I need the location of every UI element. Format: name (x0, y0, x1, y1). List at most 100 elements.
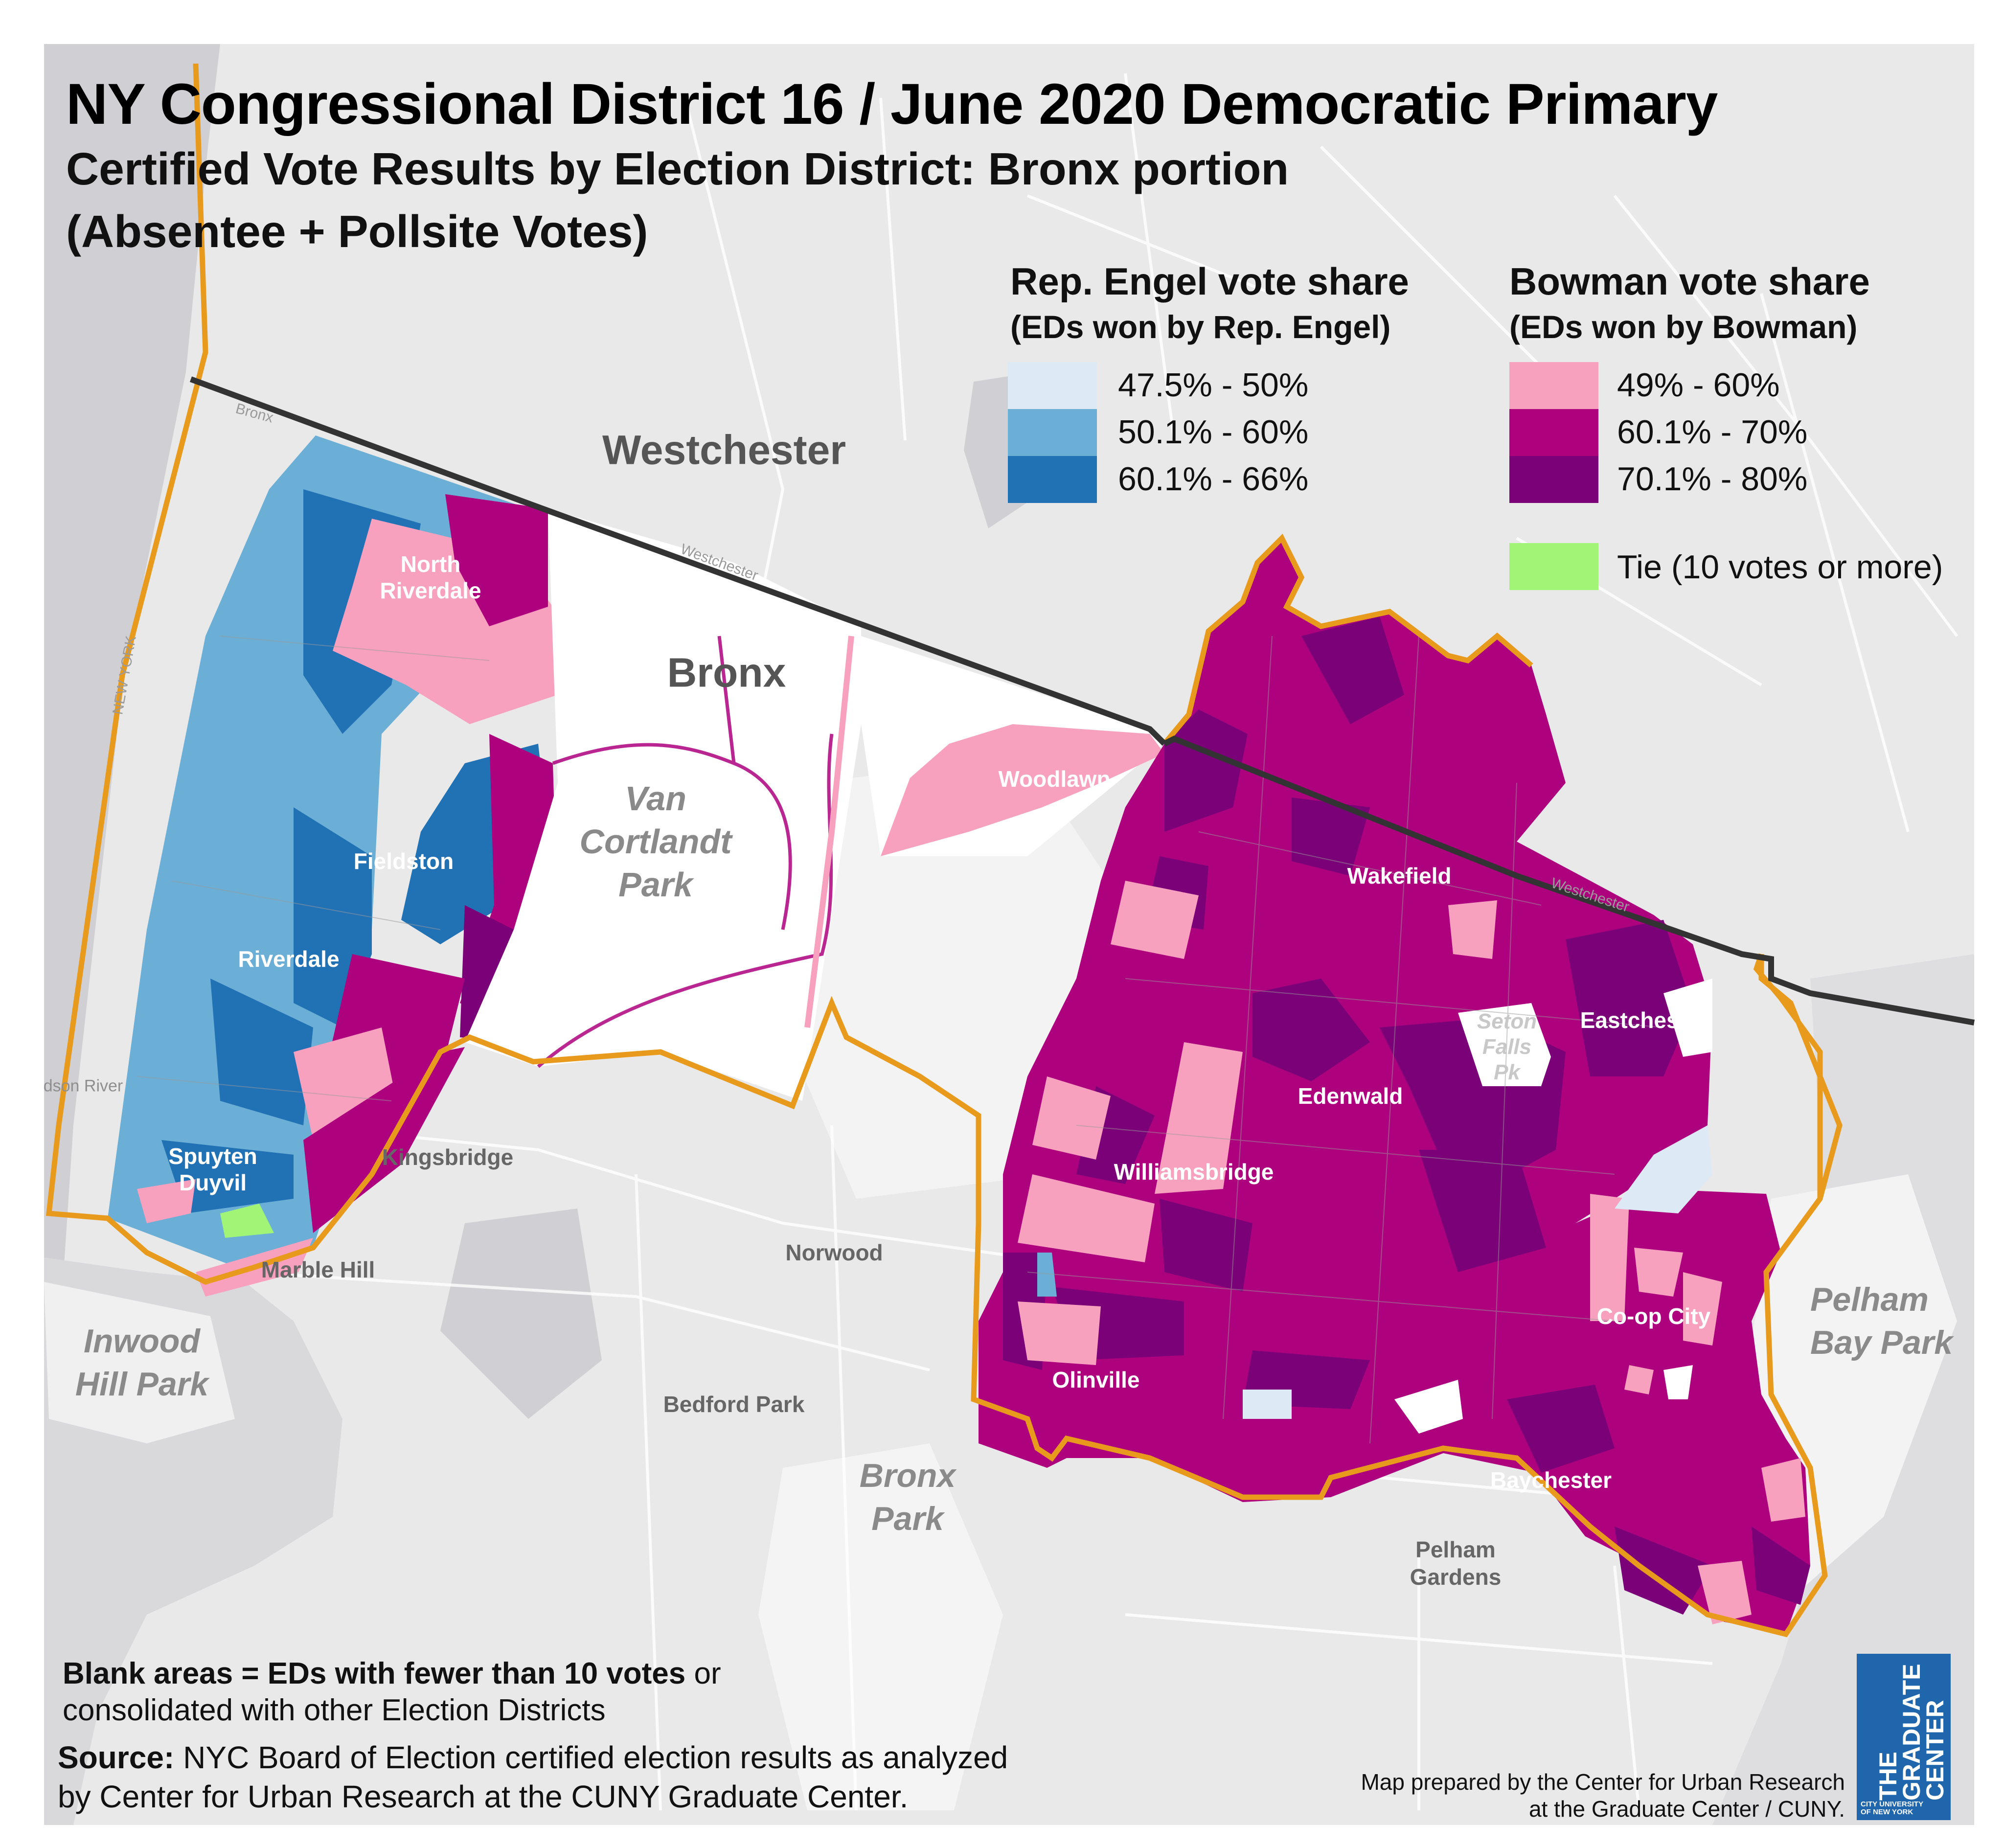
logo-line-1: THE (1874, 1752, 1902, 1801)
ed-bowman-high (1615, 1527, 1712, 1615)
ed-engel-low (1243, 1390, 1292, 1419)
legend-swatch-bowman-high (1509, 456, 1598, 503)
neighborhood-label-wakefield: Wakefield (1347, 863, 1452, 889)
neighborhood-label-marble-hill: Marble Hill (261, 1257, 375, 1282)
map-subtitle-2: (Absentee + Pollsite Votes) (66, 206, 648, 257)
hudson-river (44, 44, 220, 1360)
ed-bowman-low (137, 1179, 196, 1223)
legend-bowman-subtitle: (EDs won by Bowman) (1509, 309, 1858, 345)
map-subtitle-1: Certified Vote Results by Election Distr… (66, 143, 1289, 194)
ed-engel-mid (1037, 1253, 1057, 1297)
neighborhood-label-olinville: Olinville (1052, 1367, 1140, 1392)
ed-bowman-mid (445, 494, 548, 626)
district-boundary (46, 63, 1843, 1638)
footnote-rest: or (685, 1657, 721, 1690)
footnote-line-2: consolidated with other Election Distric… (63, 1693, 606, 1727)
blank-ed-area (1663, 1365, 1693, 1399)
legend-label: 47.5% - 50% (1118, 366, 1309, 404)
reservoir (440, 1209, 602, 1419)
legend-engel-subtitle: (EDs won by Rep. Engel) (1010, 309, 1391, 345)
legend-swatch-engel-high (1008, 456, 1097, 503)
legend-label: 49% - 60% (1617, 366, 1780, 404)
neighborhood-label-baychester: Baychester (1490, 1467, 1612, 1493)
ed-bowman-high (1507, 1385, 1615, 1473)
ed-bowman-low (1448, 900, 1497, 959)
county-line (189, 376, 1975, 1026)
ed-bowman-low (1634, 1248, 1683, 1297)
neighborhood-label-co-op-city: Co-op City (1596, 1303, 1711, 1329)
bronx-park-area (758, 1443, 1003, 1810)
neighborhood-label-eastchester: Eastchester (1580, 1007, 1708, 1033)
district-boundary-east (1753, 953, 1823, 1199)
park-label-inwood-hill: Inwood Hill Park (75, 1323, 209, 1403)
ed-bowman-low (1018, 1301, 1101, 1365)
ed-bowman-low (1683, 1272, 1722, 1346)
neighborhood-label-williamsbridge: Williamsbridge (1114, 1159, 1274, 1185)
park-label-pelham-bay: Pelham Bay Park (1810, 1281, 1953, 1361)
legend-swatch-bowman-mid (1509, 409, 1598, 456)
seton-falls-park-area (1458, 1003, 1551, 1086)
neighborhood-label-woodlawn: Woodlawn (998, 766, 1111, 792)
neighborhood-label-pelham-gardens: Pelham Gardens (1410, 1537, 1502, 1590)
water-label-hudson-river: dson River (43, 1076, 123, 1095)
region-label-bronx: Bronx (667, 649, 786, 696)
neighborhood-label-kingsbridge: Kingsbridge (382, 1144, 514, 1170)
logo-line-2: GRADUATE (1898, 1664, 1925, 1801)
neighborhood-label-riverdale: Riverdale (238, 946, 340, 972)
ed-bowman-low (1624, 1365, 1654, 1394)
ed-bowman-low (1032, 1076, 1111, 1160)
logo-line-3: CENTER (1921, 1700, 1949, 1801)
legend-swatch-tie (1509, 543, 1598, 590)
source-text: NYC Board of Election certified election… (174, 1740, 1008, 1775)
map-title: NY Congressional District 16 / June 2020… (66, 72, 1718, 137)
van-cortlandt-park-area (465, 509, 861, 1101)
ed-engel-high (210, 979, 313, 1125)
ed-bowman-low (1590, 1194, 1629, 1321)
ed-tie (220, 1204, 274, 1238)
neighborhood-label-spuyten-duyvil: Spuyten Duyvil (168, 1143, 257, 1195)
ed-bowman-low (881, 724, 1164, 856)
ed-bowman-low (1155, 1042, 1243, 1194)
legend-label: 70.1% - 80% (1617, 460, 1808, 498)
legend-bowman-title: Bowman vote share (1509, 260, 1870, 303)
footnote-bold: Blank areas = EDs with fewer than 10 vot… (63, 1657, 686, 1690)
source-label: Source: (58, 1740, 175, 1775)
inwood-park-area (44, 1282, 235, 1443)
logo-wordmark: THE GRADUATE CENTER (1874, 1664, 1949, 1801)
ed-bowman-high (1252, 979, 1370, 1081)
legend-engel-title: Rep. Engel vote share (1010, 260, 1409, 303)
park-label-seton-falls: Seton Falls Pk (1477, 1009, 1537, 1084)
logo-small-1: CITY UNIVERSITY (1861, 1800, 1924, 1808)
park-label-bronx-park: Bronx Park (859, 1457, 956, 1537)
legend-swatch-engel-mid (1008, 409, 1097, 456)
legend-swatch-engel-low (1008, 362, 1097, 409)
ed-bowman-high (1301, 616, 1404, 724)
ed-bowman-high (1164, 709, 1248, 832)
legend-label-tie: Tie (10 votes or more) (1617, 548, 1943, 586)
district-boundary-north (1162, 533, 1533, 746)
legend-label: 50.1% - 60% (1118, 413, 1309, 451)
neighborhood-label-edenwald: Edenwald (1298, 1083, 1403, 1109)
logo-small-2: OF NEW YORK (1861, 1808, 1913, 1816)
blank-ed-area (1663, 979, 1712, 1057)
park-label-van-cortlandt: Van Cortlandt Park (579, 779, 732, 904)
ed-bowman-low (1698, 1561, 1752, 1624)
blank-ed-area (1394, 1380, 1463, 1434)
credit-line-1: Map prepared by the Center for Urban Res… (1361, 1769, 1845, 1795)
footnote-line-1: Blank areas = EDs with fewer than 10 vot… (63, 1656, 721, 1691)
legend-label: 60.1% - 66% (1118, 460, 1309, 498)
region-label-westchester: Westchester (602, 427, 846, 473)
ed-bowman-low (1761, 1458, 1805, 1522)
ed-bowman-low (1111, 881, 1199, 959)
neighborhood-label-bedford-park: Bedford Park (663, 1392, 805, 1417)
ed-bowman-high (1160, 1199, 1252, 1292)
credit-line-2: at the Graduate Center / CUNY. (1528, 1796, 1845, 1822)
ed-bowman-high (1566, 920, 1693, 1076)
source-line-2: by Center for Urban Research at the CUNY… (58, 1779, 909, 1814)
neighborhood-label-north-riverdale: North Riverdale (380, 551, 481, 603)
graduate-center-logo: THE GRADUATE CENTER CITY UNIVERSITY OF N… (1857, 1654, 1951, 1820)
ed-engel-low (1615, 1125, 1712, 1213)
ed-bowman-mid (303, 1047, 465, 1233)
